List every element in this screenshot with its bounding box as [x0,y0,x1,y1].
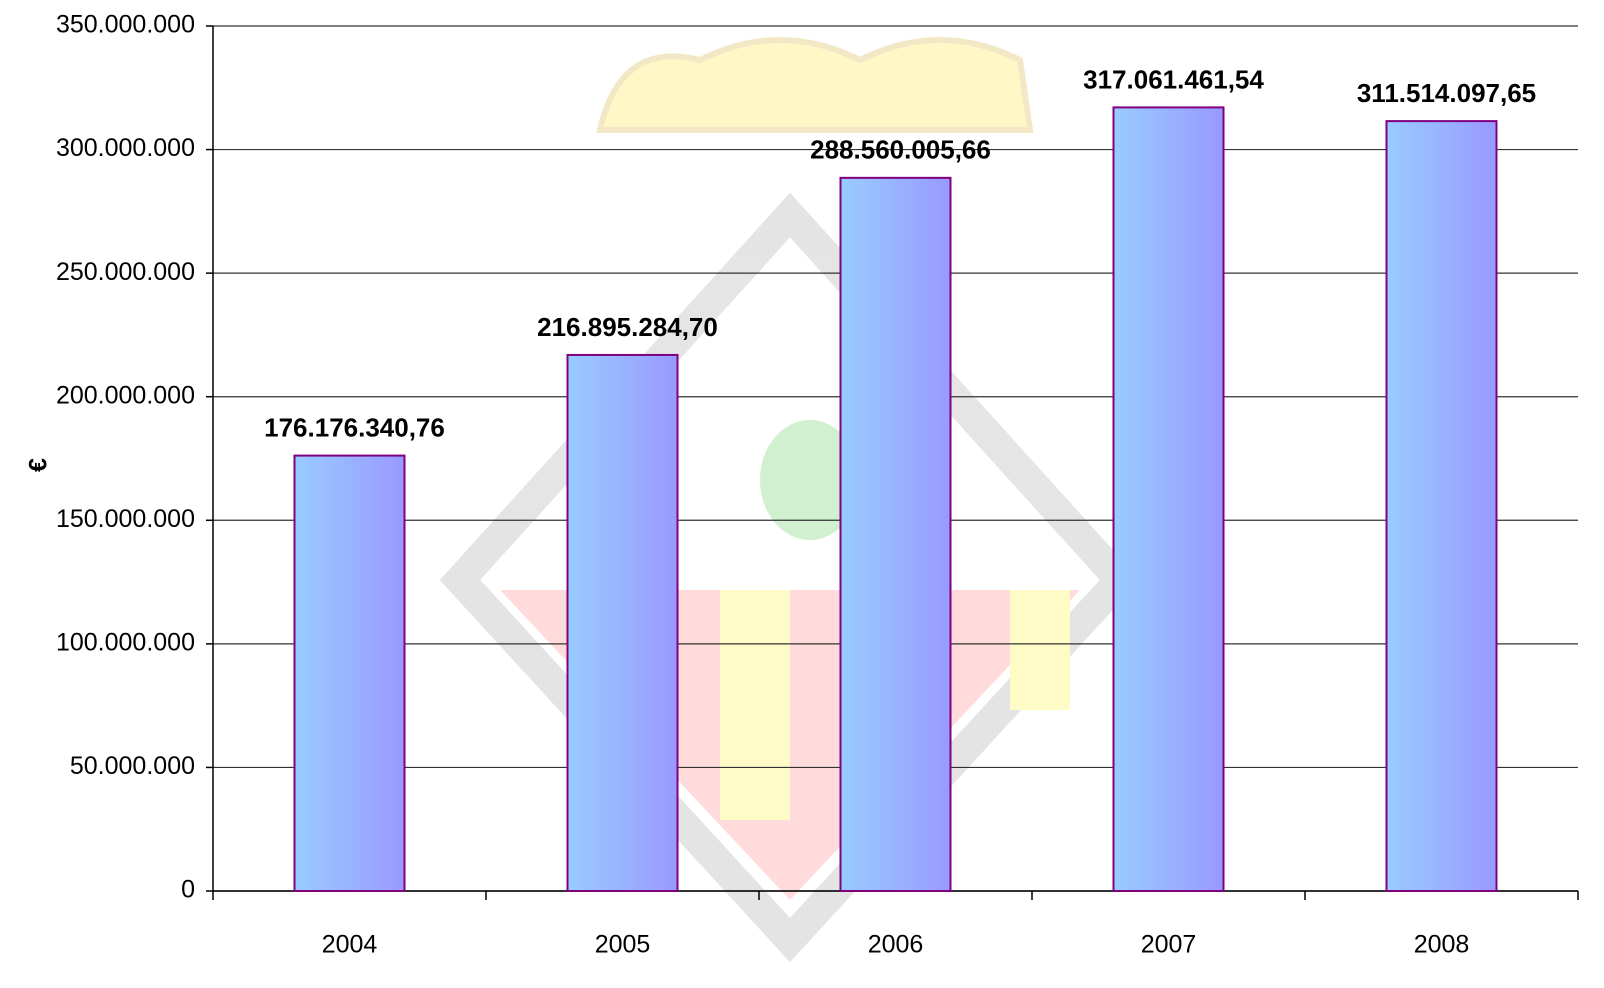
x-tick-label: 2006 [868,931,924,959]
y-tick-label: 350.000.000 [56,11,195,39]
value-label: 317.061.461,54 [1083,64,1264,94]
x-tick-label: 2007 [1141,931,1197,959]
bar [568,355,678,891]
y-axis-label: € [25,458,53,472]
bar [1114,107,1224,891]
x-tick-label: 2005 [595,931,651,959]
y-tick-label: 0 [181,876,195,904]
value-label: 216.895.284,70 [537,312,718,342]
y-tick-label: 50.000.000 [70,752,195,780]
y-tick-label: 200.000.000 [56,381,195,409]
x-tick-label: 2004 [322,931,378,959]
bar [295,456,405,891]
value-label: 311.514.097,65 [1357,78,1536,108]
bar [841,178,951,891]
chart: € 0 50.000.000 100.000.000 150.000.000 200.0… [0,0,1604,988]
page: € 0 50.000.000 100.000.000 150.000.000 200.0… [0,0,1604,988]
x-tick-label: 2008 [1414,931,1470,959]
watermark [460,40,1120,940]
value-label: 288.560.005,66 [810,135,991,165]
y-tick-label: 250.000.000 [56,258,195,286]
bar [1387,121,1497,891]
y-tick-label: 150.000.000 [56,505,195,533]
value-label: 176.176.340,76 [264,412,445,442]
y-tick-label: 100.000.000 [56,628,195,656]
y-tick-label: 300.000.000 [56,134,195,162]
